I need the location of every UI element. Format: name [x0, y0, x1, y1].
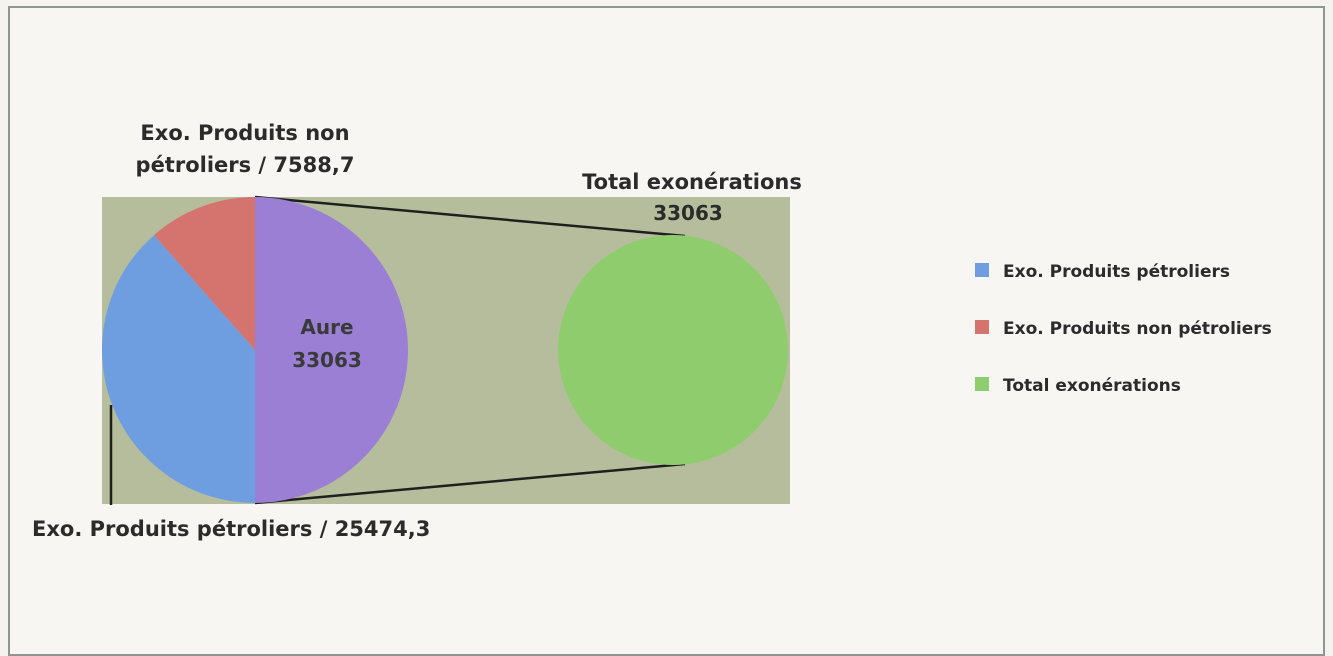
label-non-petroliers-line2: pétroliers / 7588,7 — [136, 153, 355, 177]
legend: Exo. Produits pétroliers Exo. Produits n… — [975, 262, 1272, 396]
legend-label-non-petroliers: Exo. Produits non pétroliers — [1003, 319, 1272, 339]
legend-label-total: Total exonérations — [1003, 376, 1181, 396]
legend-swatch-petroliers — [975, 263, 989, 277]
legend-swatch-total — [975, 377, 989, 391]
main-pie — [102, 197, 408, 503]
pie-slice-aure — [255, 197, 408, 503]
label-total-line1: Total exonérations — [582, 170, 802, 194]
label-non-petroliers-line1: Exo. Produits non — [140, 121, 349, 145]
connector-line-bottom — [254, 462, 686, 505]
pie-slice-non-petroliers — [153, 197, 255, 350]
label-petroliers: Exo. Produits pétroliers / 25474,3 — [32, 517, 430, 541]
label-aure-line2: 33063 — [292, 348, 362, 372]
connector-line-top — [254, 195, 686, 238]
label-aure-line1: Aure — [300, 315, 353, 339]
label-total-line2: 33063 — [653, 201, 723, 225]
pie-slice-total-exonerations — [558, 235, 788, 465]
legend-label-petroliers: Exo. Produits pétroliers — [1003, 262, 1230, 282]
legend-swatch-non-petroliers — [975, 320, 989, 334]
pie-slice-petroliers — [102, 235, 255, 503]
